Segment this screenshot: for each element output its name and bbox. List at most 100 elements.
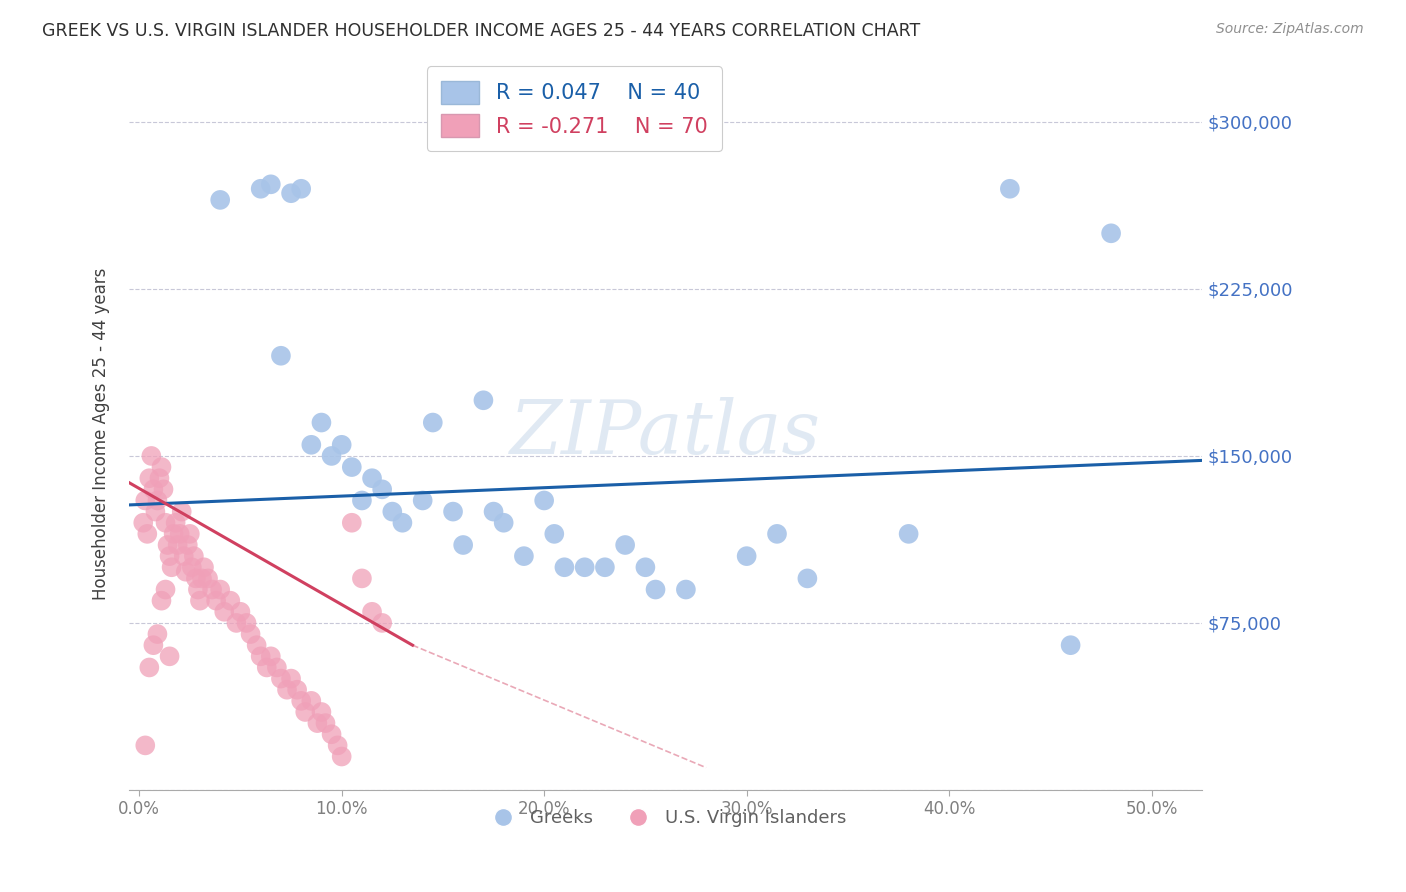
- Point: [142, 638, 165, 652]
- Point: [146, 627, 169, 641]
- Point: [290, 694, 312, 708]
- Point: [330, 749, 353, 764]
- Point: [270, 672, 292, 686]
- Point: [165, 516, 187, 530]
- Point: [735, 549, 758, 563]
- Point: [134, 493, 156, 508]
- Text: Source: ZipAtlas.com: Source: ZipAtlas.com: [1216, 22, 1364, 37]
- Point: [136, 527, 159, 541]
- Point: [307, 716, 329, 731]
- Point: [179, 527, 201, 541]
- Point: [381, 505, 404, 519]
- Point: [371, 483, 394, 497]
- Point: [201, 582, 224, 597]
- Point: [451, 538, 474, 552]
- Point: [644, 582, 666, 597]
- Point: [675, 582, 697, 597]
- Point: [184, 571, 207, 585]
- Point: [246, 638, 269, 652]
- Legend: Greeks, U.S. Virgin Islanders: Greeks, U.S. Virgin Islanders: [478, 802, 853, 834]
- Point: [513, 549, 536, 563]
- Point: [209, 193, 232, 207]
- Point: [225, 615, 247, 630]
- Point: [155, 582, 177, 597]
- Point: [138, 660, 160, 674]
- Point: [166, 538, 188, 552]
- Point: [239, 627, 262, 641]
- Point: [191, 571, 214, 585]
- Point: [260, 649, 283, 664]
- Point: [285, 682, 308, 697]
- Point: [229, 605, 252, 619]
- Point: [173, 549, 195, 563]
- Point: [492, 516, 515, 530]
- Point: [593, 560, 616, 574]
- Point: [340, 516, 363, 530]
- Point: [187, 582, 209, 597]
- Point: [311, 705, 333, 719]
- Point: [330, 438, 353, 452]
- Point: [553, 560, 575, 574]
- Y-axis label: Householder Income Ages 25 - 44 years: Householder Income Ages 25 - 44 years: [93, 268, 110, 599]
- Point: [290, 182, 312, 196]
- Point: [614, 538, 637, 552]
- Point: [796, 571, 818, 585]
- Point: [361, 605, 384, 619]
- Point: [1099, 227, 1122, 241]
- Point: [205, 593, 228, 607]
- Point: [299, 694, 322, 708]
- Text: ZIPatlas: ZIPatlas: [510, 398, 821, 470]
- Point: [193, 560, 215, 574]
- Point: [145, 505, 167, 519]
- Point: [148, 471, 170, 485]
- Point: [276, 682, 298, 697]
- Point: [162, 527, 184, 541]
- Point: [160, 560, 183, 574]
- Point: [219, 593, 242, 607]
- Point: [350, 571, 373, 585]
- Point: [321, 727, 343, 741]
- Point: [146, 493, 169, 508]
- Point: [361, 471, 384, 485]
- Point: [212, 605, 235, 619]
- Point: [183, 549, 205, 563]
- Point: [132, 516, 155, 530]
- Point: [766, 527, 789, 541]
- Point: [169, 527, 191, 541]
- Point: [159, 549, 181, 563]
- Point: [350, 493, 373, 508]
- Point: [188, 593, 211, 607]
- Point: [141, 449, 163, 463]
- Point: [340, 460, 363, 475]
- Point: [270, 349, 292, 363]
- Point: [311, 416, 333, 430]
- Point: [249, 649, 271, 664]
- Point: [180, 560, 202, 574]
- Point: [634, 560, 657, 574]
- Point: [294, 705, 316, 719]
- Point: [422, 416, 444, 430]
- Point: [197, 571, 219, 585]
- Point: [260, 178, 283, 192]
- Point: [321, 449, 343, 463]
- Point: [371, 615, 394, 630]
- Point: [574, 560, 596, 574]
- Point: [280, 672, 302, 686]
- Point: [412, 493, 434, 508]
- Point: [209, 582, 232, 597]
- Point: [159, 649, 181, 664]
- Point: [150, 460, 173, 475]
- Point: [266, 660, 288, 674]
- Point: [543, 527, 565, 541]
- Point: [142, 483, 165, 497]
- Point: [235, 615, 257, 630]
- Point: [533, 493, 555, 508]
- Point: [156, 538, 179, 552]
- Point: [170, 505, 193, 519]
- Point: [472, 393, 495, 408]
- Point: [134, 739, 156, 753]
- Point: [152, 483, 174, 497]
- Point: [256, 660, 278, 674]
- Point: [249, 182, 271, 196]
- Point: [138, 471, 160, 485]
